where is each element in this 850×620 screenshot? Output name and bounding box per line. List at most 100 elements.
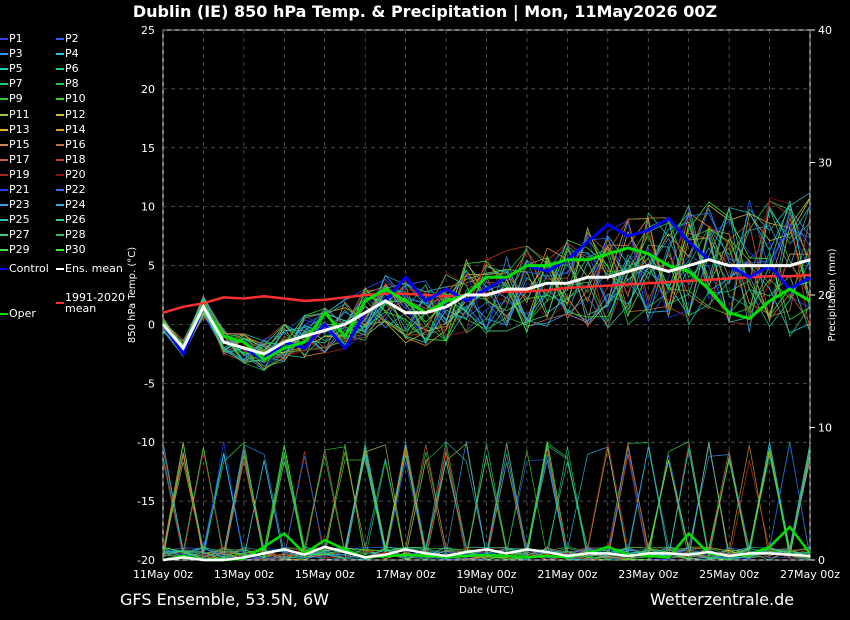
legend-label: P8 [65, 77, 79, 91]
legend-label: P3 [9, 47, 23, 61]
member-temp-line [162, 205, 811, 361]
x-axis-label: Date (UTC) [459, 585, 514, 596]
legend-item: P4 [56, 47, 79, 61]
x-tick-label: 25May 00z [699, 568, 759, 581]
legend-item: P25 [0, 213, 30, 227]
member-temp-line [162, 204, 811, 364]
legend-item: P10 [56, 92, 86, 106]
legend-swatch [0, 68, 8, 71]
legend-item: P3 [0, 47, 23, 61]
legend-label: Ens. mean [65, 261, 123, 275]
legend-swatch [56, 219, 64, 222]
legend-label: 1991-2020 mean [65, 290, 125, 315]
legend-item: P28 [56, 228, 86, 242]
legend-swatch [56, 204, 64, 207]
legend-label: P20 [65, 167, 86, 181]
legend-item: P19 [0, 168, 30, 182]
control-temp-line [161, 216, 811, 362]
y2-tick-label: 40 [818, 24, 832, 37]
legend-label: P24 [65, 198, 86, 212]
y-tick-label: -20 [137, 554, 155, 567]
member-temp-line [162, 230, 811, 359]
x-tick-label: 21May 00z [537, 568, 597, 581]
legend-swatch [0, 83, 8, 86]
legend-item: P16 [56, 138, 86, 152]
legend-swatch [56, 83, 64, 86]
legend-label: P28 [65, 228, 86, 242]
legend-swatch [56, 98, 64, 101]
y2-tick-label: 20 [818, 289, 832, 302]
legend-swatch [0, 38, 8, 40]
y-axis-label: 850 hPa Temp. (°C) [127, 247, 138, 343]
legend-item: P14 [56, 123, 86, 137]
oper-temp-line [161, 246, 811, 362]
y-tick-label: -15 [137, 495, 155, 508]
legend-item: P5 [0, 62, 23, 76]
legend-swatch [0, 219, 8, 222]
member-precip-line [162, 441, 811, 560]
legend-label: P18 [65, 152, 86, 166]
legend-item: P29 [0, 243, 30, 257]
y2-tick-label: 10 [818, 422, 832, 435]
legend-label: P17 [9, 152, 30, 166]
legend-swatch [0, 98, 8, 101]
legend-item: P15 [0, 138, 30, 152]
legend-swatch [0, 312, 8, 315]
legend-swatch [56, 143, 64, 146]
y-tick-label: -10 [137, 436, 155, 449]
legend-swatch [0, 204, 8, 207]
legend-item: P11 [0, 108, 30, 122]
legend-item: P21 [0, 183, 30, 197]
chart-title: Dublin (IE) 850 hPa Temp. & Precipitatio… [132, 2, 718, 21]
legend-item: P9 [0, 92, 23, 106]
legend-item: P1 [0, 32, 23, 46]
legend-item: P13 [0, 123, 30, 137]
legend-swatch [56, 173, 64, 176]
legend-item: 1991-2020 mean [56, 292, 129, 314]
legend-swatch [56, 158, 64, 161]
member-temp-line [162, 222, 811, 367]
legend-label: P5 [9, 62, 23, 76]
legend-label: Oper [9, 306, 36, 320]
legend-label: P4 [65, 47, 79, 61]
legend-swatch [56, 189, 64, 191]
legend-label: Control [9, 261, 49, 275]
legend-item: P24 [56, 198, 86, 212]
legend-label: P7 [9, 77, 23, 91]
legend-swatch [56, 113, 64, 116]
legend-swatch [56, 234, 64, 237]
legend-swatch [0, 189, 8, 191]
legend-item: Ens. mean [56, 262, 123, 276]
legend-item: P6 [56, 62, 79, 76]
legend-swatch [0, 128, 8, 131]
legend-label: P30 [65, 243, 86, 257]
legend-swatch [0, 267, 8, 270]
ens-mean-precip-line [162, 545, 811, 562]
legend-label: P19 [9, 167, 30, 181]
legend-label: P25 [9, 213, 30, 227]
legend-label: P14 [65, 122, 86, 136]
x-tick-label: 27May 00z [780, 568, 840, 581]
legend-item: P23 [0, 198, 30, 212]
legend-swatch [0, 53, 8, 56]
legend-swatch [0, 173, 8, 176]
legend-item: P26 [56, 213, 86, 227]
model-info: GFS Ensemble, 53.5N, 6W [120, 590, 329, 609]
legend-swatch [56, 38, 64, 40]
legend-item: P20 [56, 168, 86, 182]
legend-label: P11 [9, 107, 30, 121]
legend-swatch [56, 267, 64, 270]
x-tick-label: 13May 00z [214, 568, 274, 581]
y-tick-label: 5 [148, 260, 155, 273]
y2-tick-label: 30 [818, 157, 832, 170]
legend-label: P15 [9, 137, 30, 151]
legend-swatch [0, 158, 8, 161]
legend-item: P8 [56, 77, 79, 91]
legend-label: P2 [65, 32, 79, 45]
legend-swatch [0, 113, 8, 116]
legend-label: P12 [65, 107, 86, 121]
legend-label: P9 [9, 92, 23, 106]
source-credit: Wetterzentrale.de [650, 590, 795, 609]
oper-precip-line [162, 525, 811, 562]
